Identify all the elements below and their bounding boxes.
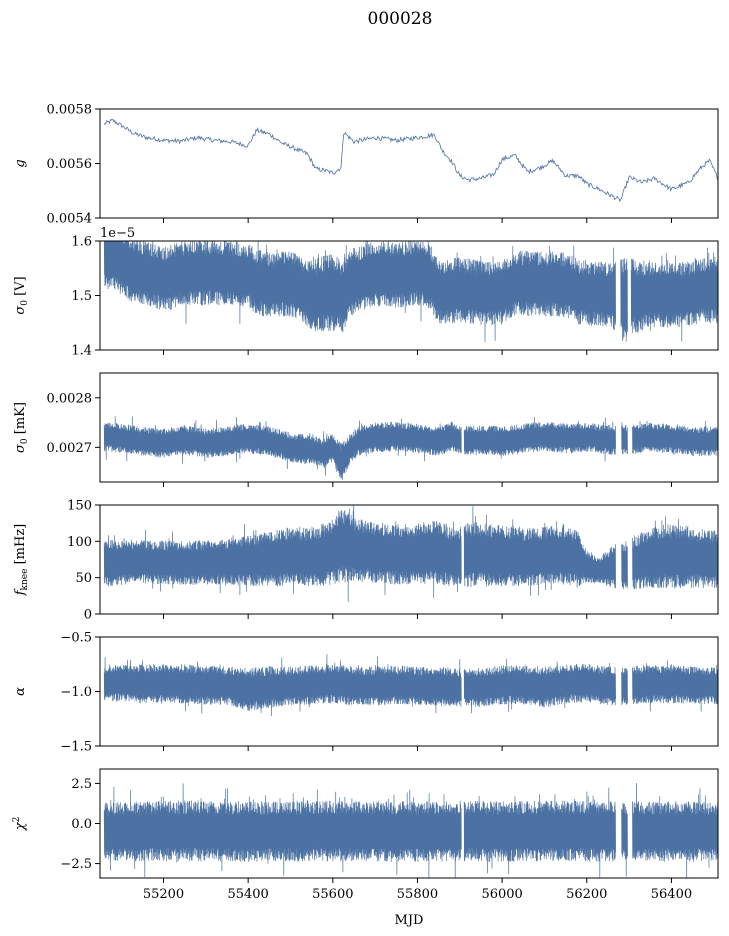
axes-frame: [99, 108, 719, 219]
y-tick-label: 1.4: [71, 344, 92, 359]
panel-3: 0.0027 0.0028 σ0 [mK]: [13, 372, 719, 487]
y-tick-label: −0.5: [60, 631, 92, 646]
y-tick-label: 2.5: [71, 777, 92, 792]
y-axis-label: fknee [mHz]: [13, 524, 30, 597]
y-tick-label: 0.0054: [47, 212, 93, 227]
x-tick-label: 56400: [651, 887, 692, 902]
series-band: [103, 416, 718, 481]
x-tick-label: 55600: [312, 887, 353, 902]
y-tick-label: −1.5: [60, 740, 92, 755]
series-band: [103, 654, 718, 717]
y-tick-label: 0: [84, 608, 92, 623]
y-axis-label: g: [13, 159, 28, 167]
series-band: [103, 783, 718, 878]
y-tick-label: −2.5: [60, 857, 92, 872]
panel-1: 0.0054 0.0056 0.0058 g: [13, 103, 719, 227]
x-tick-label: 55400: [227, 887, 268, 902]
x-tick-label: 55800: [397, 887, 438, 902]
y-tick-label: 0.0028: [47, 391, 93, 406]
axes-frame: [99, 504, 719, 615]
y-tick-label: 0.0056: [47, 157, 93, 172]
y-tick-label: 0.0: [71, 817, 92, 832]
y-axis-label: σ0 [mK]: [13, 402, 30, 453]
panel-6: −2.5 0.0 2.5 55200 55400 55600 55800 56000 56200…: [12, 768, 719, 902]
figure-title: 000028: [368, 9, 433, 29]
y-tick-label: 1.6: [71, 235, 92, 250]
panel-2: 1.4 1.5 1.6 1e−5 σ0 [V]: [13, 226, 719, 359]
x-tick-label: 56200: [566, 887, 607, 902]
y-tick-label: 150: [67, 499, 92, 514]
series-line: [103, 118, 718, 203]
series-band: [103, 241, 718, 343]
panels-group: 0.0054 0.0056 0.0058 g 1.4 1.5 1.6 1e−5 σ0 [V] 0.…: [12, 103, 719, 902]
y-tick-label: 0.0058: [47, 103, 93, 118]
y-axis-label: σ0 [V]: [13, 276, 30, 314]
x-tick-label: 56000: [481, 887, 522, 902]
y-tick-label: 0.0027: [47, 441, 93, 456]
y-tick-label: 50: [75, 571, 92, 586]
offset-text: 1e−5: [100, 226, 135, 241]
panel-5: −1.5 −1.0 −0.5 α: [13, 631, 719, 755]
axes-frame: [99, 372, 719, 483]
y-tick-label: 1.5: [71, 289, 92, 304]
y-axis-label: χ2: [12, 817, 28, 832]
series-band: [103, 505, 718, 603]
x-axis-label: MJD: [395, 913, 424, 928]
y-axis-label: α: [13, 687, 28, 696]
y-tick-label: −1.0: [60, 685, 92, 700]
x-tick-label: 55200: [143, 887, 184, 902]
y-tick-label: 100: [67, 535, 92, 550]
panel-4: 0 50 100 150 fknee [mHz]: [13, 499, 719, 623]
